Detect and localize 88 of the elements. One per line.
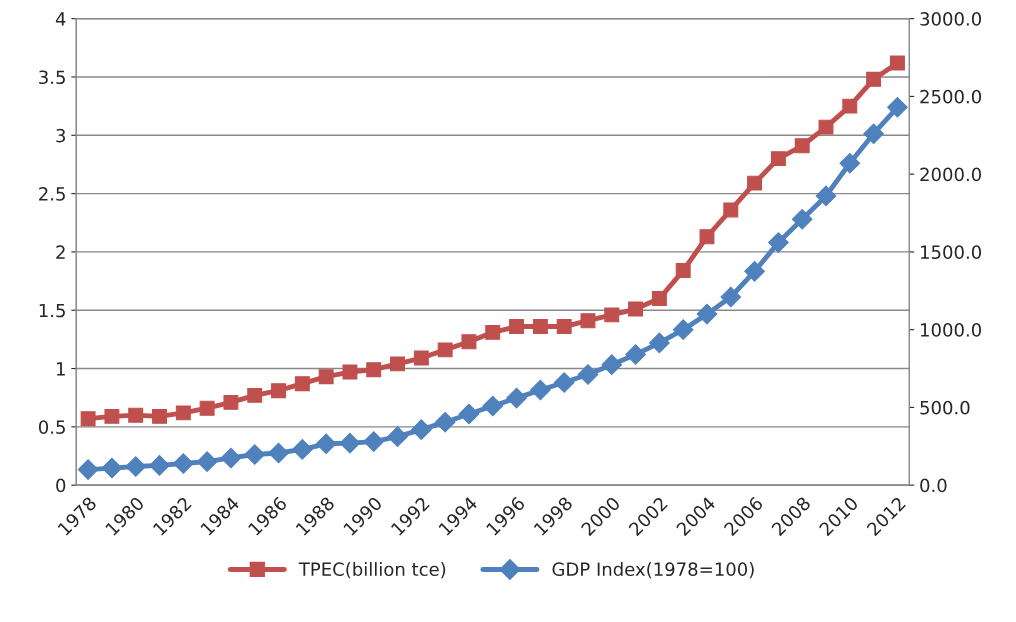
point (268, 442, 289, 464)
point (532, 319, 548, 335)
point (294, 376, 310, 392)
point (101, 457, 123, 479)
point (458, 403, 480, 425)
point (413, 350, 429, 366)
y-tick-label: 3 (56, 128, 66, 143)
point (696, 303, 718, 325)
point (744, 261, 765, 282)
point (815, 185, 837, 207)
point (461, 334, 477, 350)
point (199, 400, 215, 416)
point (339, 432, 361, 454)
y2-tick-label: 1000.0 (921, 323, 982, 337)
point (390, 356, 406, 372)
point (291, 439, 313, 460)
y2-tick-label: 3000.0 (920, 12, 982, 26)
point (482, 395, 504, 417)
point (149, 455, 170, 476)
point (247, 387, 263, 403)
point (887, 96, 908, 118)
point (128, 407, 144, 423)
y-tick-label: 0 (56, 478, 66, 493)
point (223, 394, 239, 410)
point (556, 319, 572, 335)
point (196, 451, 218, 473)
point (363, 431, 385, 452)
point (863, 123, 884, 145)
point (530, 379, 551, 401)
point (699, 229, 715, 245)
point (271, 383, 286, 399)
point (649, 332, 670, 354)
point (175, 405, 191, 421)
y2-tick-label: 0.0 (920, 478, 947, 493)
point (318, 369, 334, 385)
point (437, 342, 453, 358)
y-tick-label: 1.5 (39, 303, 65, 318)
point (244, 444, 266, 465)
y2-tick-label: 1500.0 (921, 245, 982, 260)
legend-label: TPEC(billion tce) (298, 562, 446, 579)
point (768, 232, 789, 253)
point (77, 459, 99, 480)
point (747, 175, 763, 191)
point (125, 456, 147, 477)
y-tick-label: 3.5 (39, 70, 65, 85)
y2-tick-label: 2500.0 (920, 89, 982, 104)
point (104, 408, 120, 424)
point (152, 408, 167, 424)
point (485, 324, 501, 340)
y-tick-label: 2 (56, 245, 65, 259)
point (672, 319, 694, 340)
point (651, 291, 667, 307)
point (411, 419, 432, 440)
y-tick-label: 2.5 (39, 187, 65, 201)
point (723, 202, 739, 218)
point (794, 138, 810, 154)
point (315, 433, 337, 455)
point (889, 55, 905, 71)
legend-label: GDP Index(1978=100) (552, 562, 754, 579)
y-tick-label: 1 (56, 362, 65, 376)
y-tick-label: 4 (55, 12, 66, 26)
point (791, 208, 813, 230)
point (434, 411, 456, 433)
point (604, 307, 620, 323)
point (387, 426, 408, 447)
point (580, 313, 596, 329)
point (509, 319, 525, 335)
point (818, 119, 834, 135)
point (506, 387, 527, 409)
point (770, 151, 786, 167)
point (366, 362, 382, 378)
point (866, 71, 882, 87)
point (220, 447, 242, 469)
point (628, 301, 644, 317)
point (842, 98, 858, 114)
y2-tick-label: 2000.0 (920, 167, 982, 182)
y-tick-label: 0.5 (38, 420, 65, 434)
point (625, 344, 646, 365)
point (720, 286, 742, 308)
point (172, 453, 194, 474)
y2-tick-label: 500.0 (920, 400, 970, 415)
point (80, 411, 96, 427)
point (601, 354, 623, 375)
point (675, 263, 691, 279)
point (839, 152, 861, 174)
point (342, 364, 358, 380)
point (553, 372, 575, 393)
point (577, 364, 599, 385)
